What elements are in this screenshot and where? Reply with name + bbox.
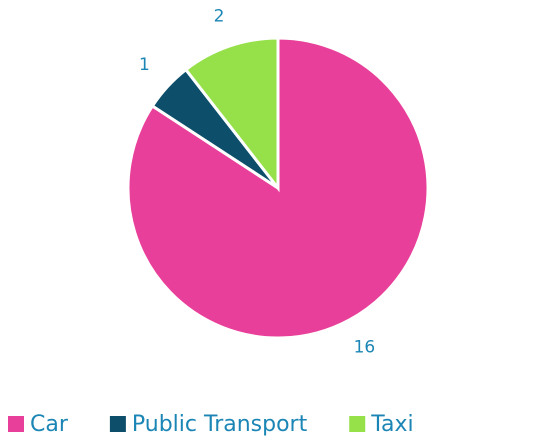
value-label: 2 (214, 6, 225, 26)
pie-slice (183, 36, 280, 193)
value-label: 1 (139, 55, 150, 75)
legend-label: Taxi (370, 412, 413, 437)
legend-label: Car (30, 412, 69, 437)
legend-label: Public Transport (132, 412, 308, 437)
legend-swatch (349, 416, 366, 432)
legend-swatch (8, 416, 24, 432)
legend-swatch (109, 416, 126, 432)
value-label: 16 (354, 338, 376, 358)
